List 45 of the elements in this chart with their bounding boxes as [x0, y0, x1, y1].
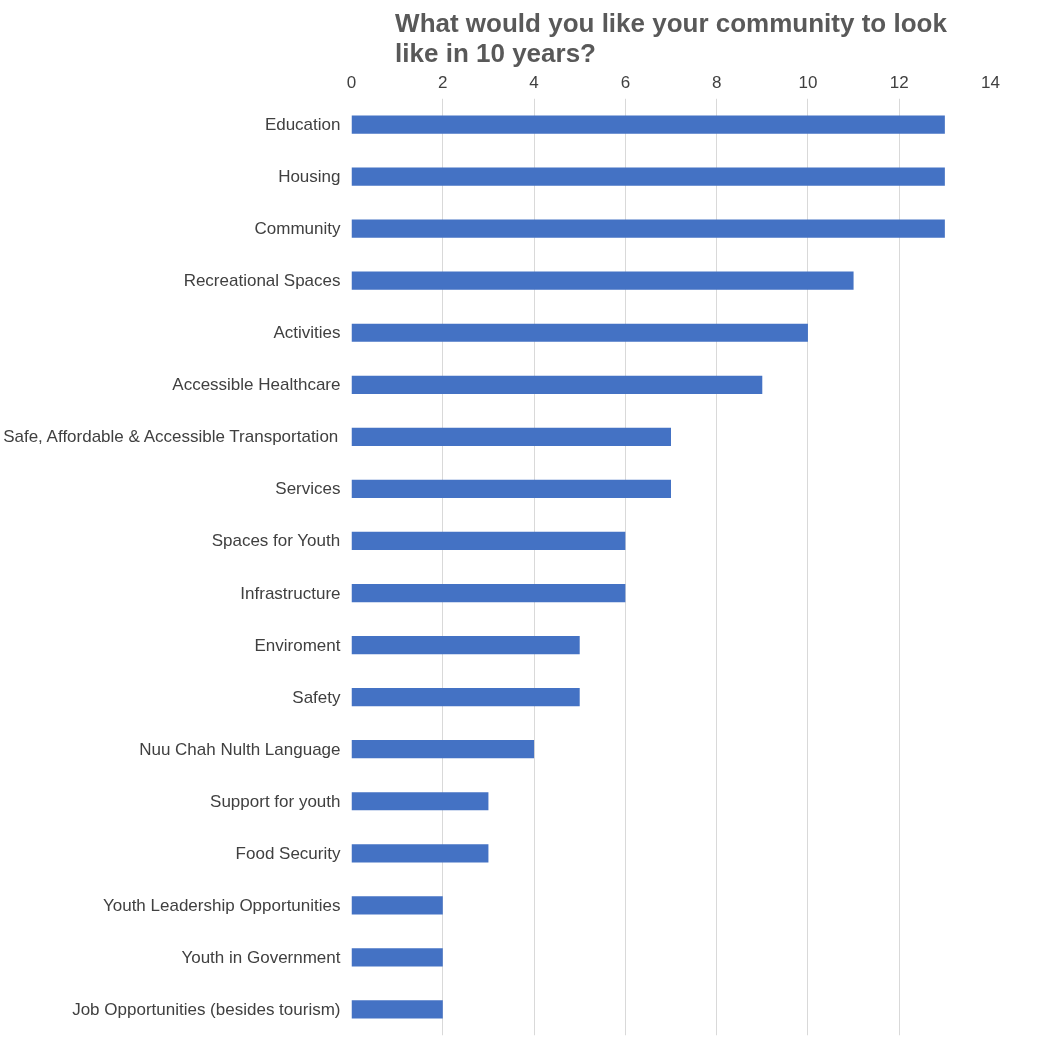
y-tick-label: Infrastructure	[240, 583, 341, 603]
bar	[351, 844, 489, 863]
x-tick-label: 2	[438, 72, 448, 92]
y-tick-label: Housing	[278, 167, 341, 187]
bar	[351, 1000, 443, 1019]
y-tick-label: Job Opportunities (besides tourism)	[72, 999, 341, 1019]
x-tick-label: 10	[798, 72, 818, 92]
y-tick-label: Youth Leadership Opportunities	[102, 895, 341, 915]
bar	[351, 688, 580, 707]
bar	[351, 948, 443, 967]
x-tick-label: 14	[981, 72, 1000, 92]
bar	[351, 427, 671, 446]
x-tick-label: 0	[346, 72, 357, 92]
y-tick-label: Safe, Affordable & Accessible Transportation	[3, 427, 339, 447]
y-tick-label: Services	[275, 479, 341, 499]
bar	[351, 479, 671, 499]
y-tick-label: Food Security	[235, 843, 341, 863]
y-tick-label: Youth in Government	[181, 947, 341, 967]
x-tick-label: 8	[711, 72, 722, 92]
bar	[351, 271, 854, 290]
bar	[351, 219, 945, 238]
x-tick-label: 12	[889, 72, 909, 92]
y-tick-label: Recreational Spaces	[183, 271, 341, 291]
bar	[351, 531, 626, 551]
y-tick-label: Spaces for Youth	[211, 531, 341, 551]
x-tick-label: 6	[620, 72, 631, 92]
y-tick-label: Education	[264, 115, 341, 135]
y-tick-label: Activities	[273, 323, 341, 343]
y-tick-label: Accessible Healthcare	[172, 375, 341, 395]
chart-title: What would you like your community to look like in 10 years?	[395, 7, 948, 68]
y-tick-label: Safety	[292, 687, 341, 707]
bar	[351, 115, 945, 134]
bar	[351, 635, 580, 655]
bar	[351, 375, 763, 394]
y-tick-label: Support for youth	[210, 791, 341, 811]
bar	[351, 896, 443, 915]
bar	[351, 167, 945, 186]
bar	[351, 792, 489, 811]
x-tick-label: 4	[529, 72, 539, 92]
bar	[351, 323, 808, 342]
y-tick-label: Nuu Chah Nulth Language	[139, 739, 341, 759]
y-tick-label: Enviroment	[254, 635, 341, 655]
bar	[351, 583, 626, 603]
y-tick-label: Community	[254, 219, 341, 239]
bar	[351, 740, 535, 759]
